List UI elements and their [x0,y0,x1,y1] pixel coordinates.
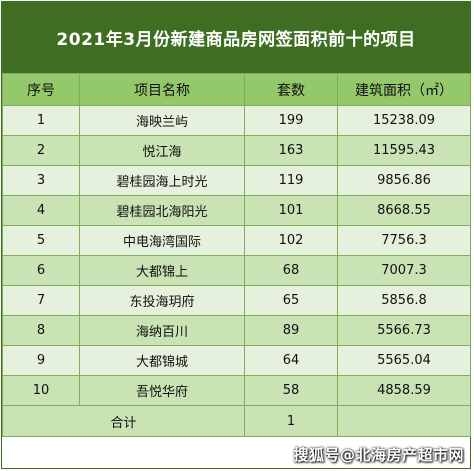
row-no: 1 [2,105,80,136]
ranking-table: 序号 项目名称 套数 建筑面积（㎡） 1 海映兰屿 199 15238.09 2… [2,73,471,437]
watermark: 搜狐号@北海房产超市网 [293,446,464,464]
row-project-name: 大都锦城 [79,345,245,376]
row-no: 9 [2,345,80,376]
row-project-name: 碧桂园北海阳光 [79,195,245,226]
row-no: 10 [2,375,80,406]
row-project-name: 中电海湾国际 [79,225,245,256]
table-row: 4 碧桂园北海阳光 101 8668.55 [2,195,471,226]
header-units: 套数 [244,73,338,106]
table-row: 7 东投海玥府 65 5856.8 [2,285,471,316]
row-no: 3 [2,165,80,196]
row-area: 9856.86 [337,165,471,196]
row-project-name: 海纳百川 [79,315,245,346]
row-units: 101 [244,195,338,226]
row-area: 15238.09 [337,105,471,136]
row-units: 89 [244,315,338,346]
row-units: 64 [244,345,338,376]
table-title: 2021年3月份新建商品房网签面积前十的项目 [2,2,470,73]
row-units: 119 [244,165,338,196]
header-row: 序号 项目名称 套数 建筑面积（㎡） [2,73,471,106]
row-project-name: 东投海玥府 [79,285,245,316]
table-row: 1 海映兰屿 199 15238.09 [2,105,471,136]
table-row: 5 中电海湾国际 102 7756.3 [2,225,471,256]
row-area: 8668.55 [337,195,471,226]
row-units: 163 [244,135,338,166]
row-units: 65 [244,285,338,316]
total-area [337,405,471,437]
row-no: 2 [2,135,80,166]
total-row: 合计 1 [2,405,471,437]
table-row: 9 大都锦城 64 5565.04 [2,345,471,376]
row-no: 6 [2,255,80,286]
row-project-name: 大都锦上 [79,255,245,286]
row-units: 68 [244,255,338,286]
row-no: 7 [2,285,80,316]
table-row: 2 悦江海 163 11595.43 [2,135,471,166]
table-row: 10 吾悦华府 58 4858.59 [2,375,471,406]
table-row: 3 碧桂园海上时光 119 9856.86 [2,165,471,196]
row-project-name: 海映兰屿 [79,105,245,136]
row-area: 4858.59 [337,375,471,406]
row-project-name: 悦江海 [79,135,245,166]
row-area: 11595.43 [337,135,471,166]
row-area: 7007.3 [337,255,471,286]
row-project-name: 吾悦华府 [79,375,245,406]
total-label: 合计 [2,405,245,437]
table-row: 8 海纳百川 89 5566.73 [2,315,471,346]
row-units: 58 [244,375,338,406]
row-units: 102 [244,225,338,256]
total-units: 1 [244,405,338,437]
row-no: 4 [2,195,80,226]
header-no: 序号 [2,73,80,106]
row-area: 5566.73 [337,315,471,346]
row-area: 7756.3 [337,225,471,256]
row-no: 5 [2,225,80,256]
row-project-name: 碧桂园海上时光 [79,165,245,196]
row-units: 199 [244,105,338,136]
table-row: 6 大都锦上 68 7007.3 [2,255,471,286]
row-area: 5856.8 [337,285,471,316]
row-no: 8 [2,315,80,346]
header-area: 建筑面积（㎡） [337,73,471,106]
header-project-name: 项目名称 [79,73,245,106]
row-area: 5565.04 [337,345,471,376]
